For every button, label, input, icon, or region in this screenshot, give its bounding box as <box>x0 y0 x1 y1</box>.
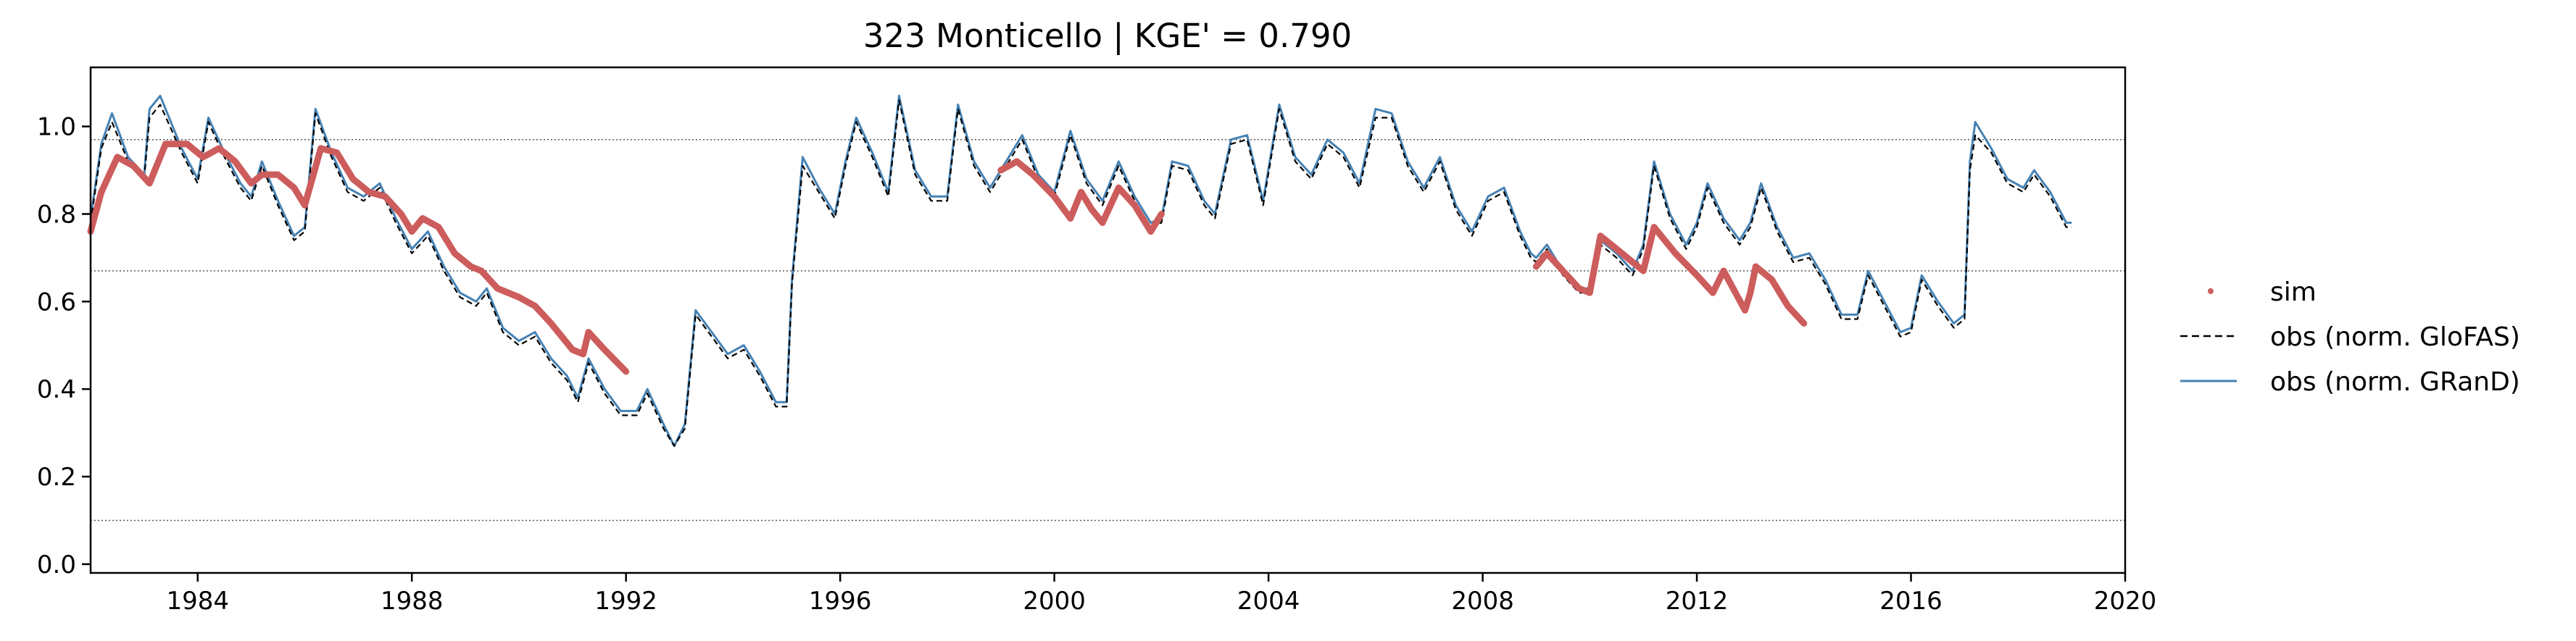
series-line-obs-grand <box>89 94 2072 448</box>
series-sim-segment-0 <box>87 141 630 375</box>
y-tick-label: 1.0 <box>37 113 76 142</box>
legend: sim obs (norm. GloFAS) obs (norm. GRanD) <box>2180 277 2520 397</box>
legend-label-obs-grand: obs (norm. GRanD) <box>2270 367 2520 397</box>
y-tick-label: 0.6 <box>37 288 76 317</box>
x-tick-label: 2020 <box>2094 587 2157 616</box>
plot-frame <box>89 66 2127 574</box>
x-tick-label: 1984 <box>166 587 229 616</box>
chart-title: 323 Monticello | KGE' = 0.790 <box>863 17 1352 55</box>
y-axis: 0.0 0.2 0.4 0.6 0.8 1.0 <box>37 113 91 579</box>
y-tick-label: 0.8 <box>37 200 76 229</box>
x-tick-label: 2016 <box>1879 587 1943 616</box>
x-tick-label: 1988 <box>381 587 444 616</box>
x-tick-label: 1996 <box>809 587 872 616</box>
x-tick-label: 2008 <box>1451 587 1514 616</box>
reference-lines <box>91 138 2125 521</box>
series-line-obs-glofas <box>89 99 2072 447</box>
y-tick-label: 0.2 <box>37 463 76 492</box>
legend-label-obs-glofas: obs (norm. GloFAS) <box>2270 322 2520 352</box>
series-sim-segment-2 <box>1532 224 1808 327</box>
y-tick-label: 0.4 <box>37 375 76 404</box>
legend-label-sim: sim <box>2270 277 2317 307</box>
y-tick-label: 0.0 <box>37 550 76 579</box>
x-tick-label: 1992 <box>594 587 657 616</box>
series-sim-segment-1 <box>997 158 1165 235</box>
x-tick-label: 2012 <box>1666 587 1729 616</box>
series-layer <box>87 94 2072 448</box>
legend-marker-sim <box>2208 288 2214 294</box>
x-tick-label: 2004 <box>1237 587 1300 616</box>
x-tick-label: 2000 <box>1023 587 1086 616</box>
x-axis: 1984 1988 1992 1996 2000 2004 2008 2012 2016 2020 <box>166 573 2156 616</box>
